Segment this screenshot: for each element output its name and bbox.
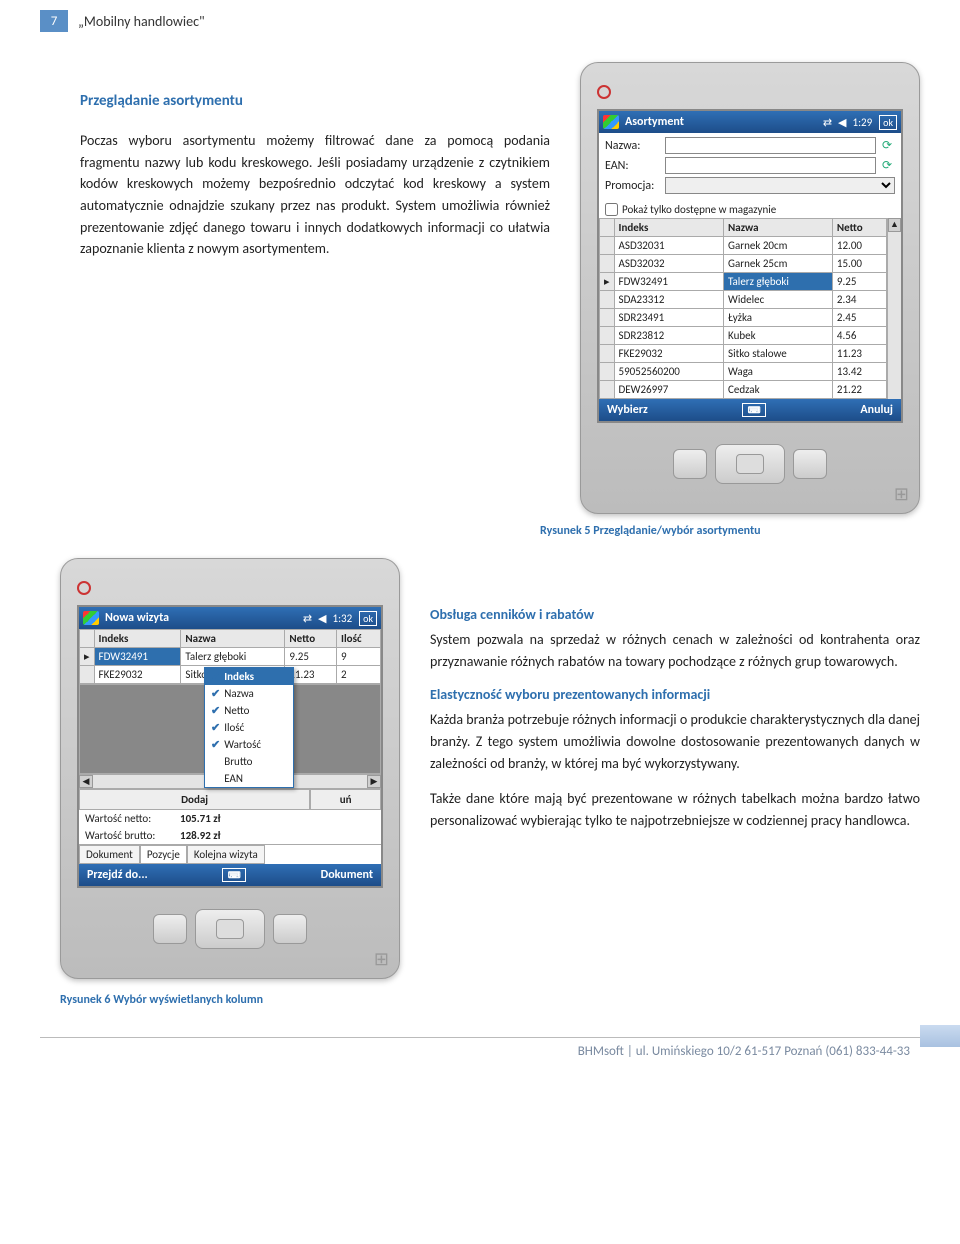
para-elastycznosc-1: Każda branża potrzebuje różnych informac…	[430, 709, 920, 774]
volume-icon: ◀	[838, 116, 846, 129]
device-mockup-1: Asortyment ⇄ ◀ 1:29 ok Nazwa: ⟳ EA	[580, 62, 920, 514]
menu-item[interactable]: ✔EAN	[205, 770, 293, 787]
device-mockup-2: Nowa wizyta ⇄ ◀ 1:32 ok Indeks Nazwa	[60, 558, 400, 979]
col-nazwa[interactable]: Nazwa	[181, 630, 285, 648]
brutto-label: Wartość brutto:	[85, 829, 180, 842]
row-selector-header	[80, 630, 95, 648]
section-para: Poczas wyboru asortymentu możemy filtrow…	[80, 130, 550, 260]
table-row[interactable]: 59052560200 Waga 13.42	[600, 363, 887, 381]
promo-label: Promocja:	[605, 179, 665, 193]
connectivity-icon: ⇄	[823, 116, 832, 129]
table-row[interactable]: ASD32032 Garnek 25cm 15.00	[600, 255, 887, 273]
stock-label: Pokaż tylko dostępne w magazynie	[622, 203, 776, 216]
scroll-left-icon[interactable]: ◀	[79, 775, 93, 788]
assortment-table[interactable]: Indeks Nazwa Netto ASD32031 Garnek 20cm …	[599, 218, 887, 399]
dpad	[195, 909, 265, 949]
keyboard-icon[interactable]: ⌨	[222, 868, 246, 882]
figure-caption-6: Rysunek 6 Wybór wyświetlanych kolumn	[60, 993, 400, 1007]
footer-text: BHMsoft | ul. Umińskiego 10/2 61-517 Poz…	[40, 1037, 920, 1059]
filter-icon[interactable]: ⟳	[879, 138, 895, 154]
window-title: Asortyment	[625, 115, 820, 129]
col-ilosc[interactable]: Ilość	[337, 630, 381, 648]
tab-dokument[interactable]: Dokument	[79, 845, 140, 864]
doc-title: „Mobilny handlowiec"	[78, 13, 205, 30]
ok-button[interactable]: ok	[879, 115, 897, 130]
nazwa-label: Nazwa:	[605, 139, 665, 153]
usun-button[interactable]: uń	[310, 789, 381, 810]
dokument-button[interactable]: Dokument	[321, 868, 373, 882]
window-title: Nowa wizyta	[105, 611, 300, 625]
menu-item[interactable]: ✔Indeks	[205, 668, 293, 685]
brutto-value: 128.92 zł	[180, 829, 221, 842]
menu-item[interactable]: ✔Ilość	[205, 719, 293, 736]
col-netto[interactable]: Netto	[285, 630, 337, 648]
hw-button-left	[153, 914, 187, 944]
volume-icon: ◀	[318, 612, 326, 625]
footer-decoration	[920, 1025, 960, 1047]
col-indeks[interactable]: Indeks	[614, 219, 724, 237]
col-indeks[interactable]: Indeks	[94, 630, 181, 648]
tab-pozycje[interactable]: Pozycje	[140, 845, 187, 864]
hw-button-left	[673, 449, 707, 479]
ean-input[interactable]	[665, 157, 876, 174]
menu-item[interactable]: ✔Brutto	[205, 753, 293, 770]
tab-kolejna[interactable]: Kolejna wizyta	[187, 845, 265, 864]
scroll-right-icon[interactable]: ▶	[367, 775, 381, 788]
scroll-up-icon[interactable]: ▲	[888, 218, 901, 232]
col-netto[interactable]: Netto	[832, 219, 886, 237]
table-row[interactable]: SDA23312 Widelec 2.34	[600, 291, 887, 309]
keyboard-icon[interactable]: ⌨	[742, 403, 766, 417]
table-row[interactable]: ▸ FDW32491 Talerz głęboki9.259	[80, 648, 381, 666]
table-row[interactable]: SDR23812 Kubek 4.56	[600, 327, 887, 345]
hw-button-right	[793, 449, 827, 479]
clock: 1:29	[853, 116, 873, 129]
windows-icon	[603, 115, 619, 129]
filter-icon[interactable]: ⟳	[879, 158, 895, 174]
clock: 1:32	[333, 612, 353, 625]
para-elastycznosc-2: Także dane które mają być prezentowane w…	[430, 788, 920, 831]
table-row[interactable]: FKE29032 Sitko stalowe 11.23	[600, 345, 887, 363]
promo-select[interactable]	[665, 177, 895, 194]
table-row[interactable]: SDR23491 Łyżka 2.45	[600, 309, 887, 327]
heading-elastycznosc: Elastyczność wyboru prezentowanych infor…	[430, 686, 920, 703]
stock-checkbox[interactable]	[605, 203, 618, 216]
netto-value: 105.71 zł	[180, 812, 221, 825]
nazwa-input[interactable]	[665, 137, 876, 154]
ok-button[interactable]: ok	[359, 611, 377, 626]
windows-icon	[83, 611, 99, 625]
titlebar: Nowa wizyta ⇄ ◀ 1:32 ok	[79, 607, 381, 629]
table-row[interactable]: ASD32031 Garnek 20cm 12.00	[600, 237, 887, 255]
table-row[interactable]: DEW26997 Cedzak 21.22	[600, 381, 887, 399]
table-row[interactable]: ▸ FDW32491 Talerz głęboki 9.25	[600, 273, 887, 291]
hw-button-right	[273, 914, 307, 944]
netto-label: Wartość netto:	[85, 812, 180, 825]
przejdz-button[interactable]: Przejdź do...	[87, 868, 148, 882]
heading-cenniki: Obsługa cenników i rabatów	[430, 606, 920, 623]
section-heading: Przeglądanie asortymentu	[80, 92, 550, 110]
connectivity-icon: ⇄	[303, 612, 312, 625]
windows-logo-icon: ⊞	[894, 483, 909, 505]
figure-caption-5: Rysunek 5 Przeglądanie/wybór asortymentu	[540, 524, 920, 538]
power-icon	[77, 581, 91, 595]
windows-logo-icon: ⊞	[374, 948, 389, 970]
menu-item[interactable]: ✔Wartość	[205, 736, 293, 753]
titlebar: Asortyment ⇄ ◀ 1:29 ok	[599, 111, 901, 133]
dpad	[715, 444, 785, 484]
menu-item[interactable]: ✔Netto	[205, 702, 293, 719]
wybierz-button[interactable]: Wybierz	[607, 403, 648, 417]
anuluj-button[interactable]: Anuluj	[860, 403, 893, 417]
ean-label: EAN:	[605, 159, 665, 173]
row-selector-header	[600, 219, 615, 237]
para-cenniki: System pozwala na sprzedaż w różnych cen…	[430, 629, 920, 672]
page-header: 7 „Mobilny handlowiec"	[40, 10, 920, 32]
scrollbar-vertical[interactable]: ▲	[887, 218, 901, 399]
power-icon	[597, 85, 611, 99]
col-nazwa[interactable]: Nazwa	[724, 219, 833, 237]
dodaj-button[interactable]: Dodaj	[79, 789, 310, 810]
page-number: 7	[40, 10, 68, 32]
column-context-menu[interactable]: ✔Indeks✔Nazwa✔Netto✔Ilość✔Wartość✔Brutto…	[204, 667, 294, 788]
menu-item[interactable]: ✔Nazwa	[205, 685, 293, 702]
